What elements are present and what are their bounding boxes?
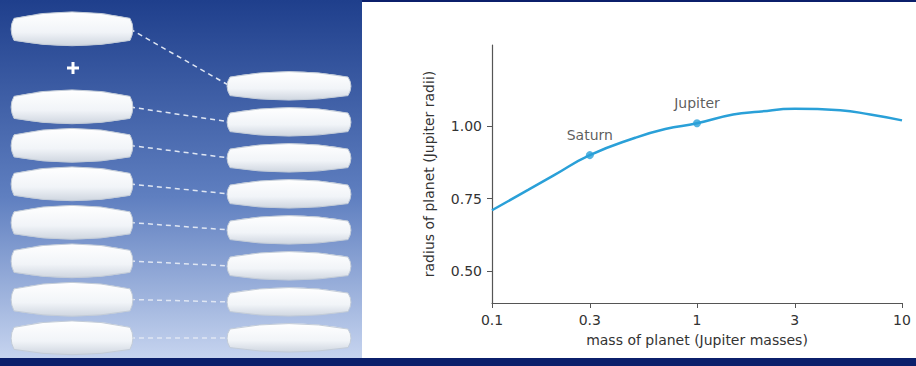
svg-text:Saturn: Saturn — [567, 127, 613, 143]
svg-text:0.50: 0.50 — [451, 263, 482, 279]
svg-text:0.1: 0.1 — [481, 312, 503, 328]
svg-text:radius of planet (Jupiter radi: radius of planet (Jupiter radii) — [421, 71, 437, 277]
svg-text:mass of planet (Jupiter masses: mass of planet (Jupiter masses) — [586, 332, 808, 348]
svg-text:3: 3 — [790, 312, 799, 328]
svg-text:1.00: 1.00 — [451, 118, 482, 134]
svg-text:Jupiter: Jupiter — [673, 95, 720, 111]
svg-text:10: 10 — [893, 312, 911, 328]
svg-text:1: 1 — [693, 312, 702, 328]
svg-text:0.75: 0.75 — [451, 191, 482, 207]
svg-text:0.3: 0.3 — [579, 312, 601, 328]
